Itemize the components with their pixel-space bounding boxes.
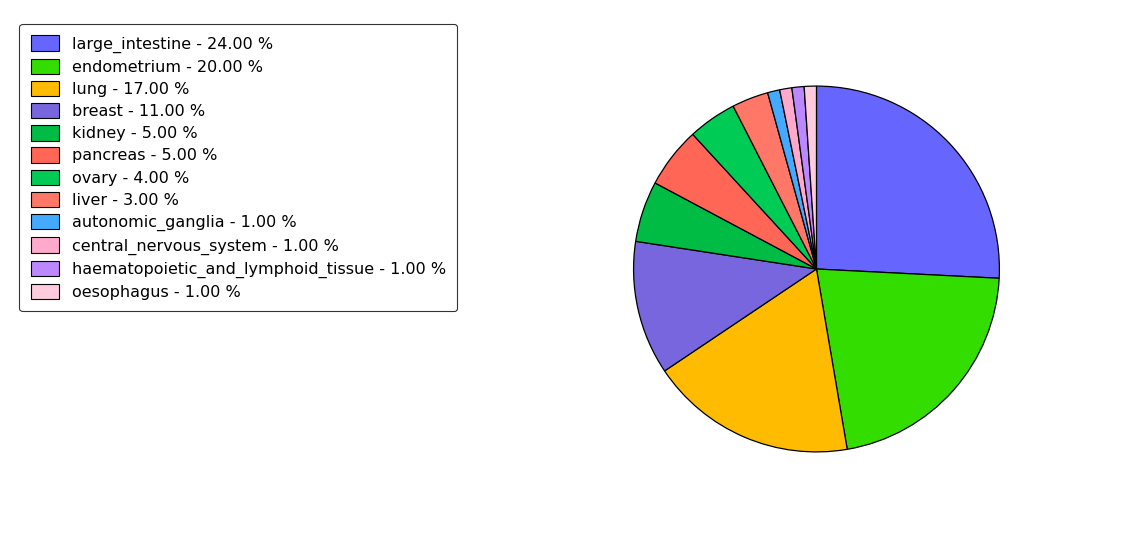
Wedge shape bbox=[768, 90, 816, 269]
Wedge shape bbox=[734, 93, 816, 269]
Wedge shape bbox=[636, 183, 816, 269]
Wedge shape bbox=[655, 134, 816, 269]
Wedge shape bbox=[804, 86, 816, 269]
Wedge shape bbox=[780, 88, 816, 269]
Wedge shape bbox=[792, 87, 816, 269]
Wedge shape bbox=[816, 86, 999, 278]
Wedge shape bbox=[634, 242, 816, 371]
Wedge shape bbox=[693, 106, 816, 269]
Wedge shape bbox=[816, 269, 999, 449]
Legend: large_intestine - 24.00 %, endometrium - 20.00 %, lung - 17.00 %, breast - 11.00: large_intestine - 24.00 %, endometrium -… bbox=[19, 24, 457, 311]
Wedge shape bbox=[665, 269, 847, 452]
